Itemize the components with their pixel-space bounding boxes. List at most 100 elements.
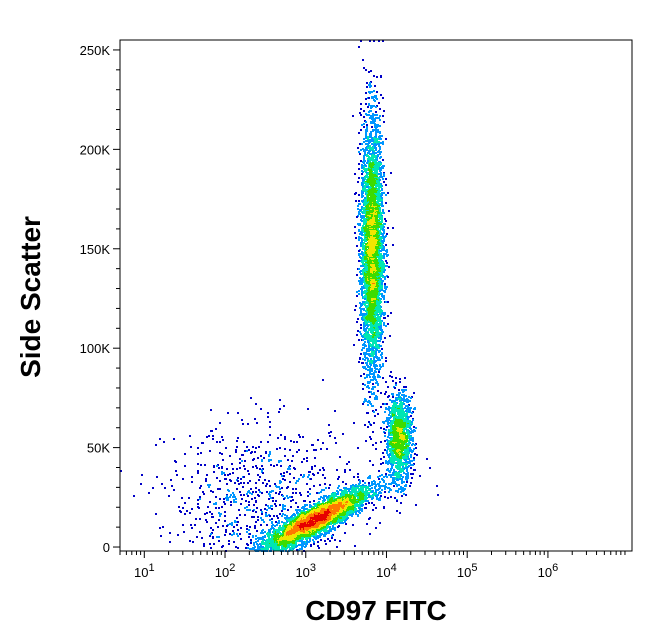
event-dot [376, 91, 378, 93]
event-dot [235, 501, 237, 503]
event-dot [291, 460, 293, 462]
event-dot [141, 474, 143, 476]
event-dot [385, 473, 387, 475]
event-dot [356, 334, 358, 336]
event-dot [383, 456, 385, 458]
event-dot [383, 422, 385, 424]
event-dot [358, 46, 360, 48]
event-dot [374, 114, 376, 116]
event-dot [197, 503, 199, 505]
event-dot [410, 407, 412, 409]
event-dot [377, 476, 379, 478]
event-dot [217, 488, 219, 490]
event-dot [407, 401, 409, 403]
event-dot [385, 486, 387, 488]
event-dot [411, 421, 413, 423]
event-dot [361, 177, 363, 179]
event-dot [243, 465, 245, 467]
event-dot [191, 481, 193, 483]
event-dot [318, 492, 320, 494]
event-dot [362, 148, 364, 150]
event-dot [206, 474, 208, 476]
event-dot [229, 455, 231, 457]
event-dot [287, 468, 289, 470]
event-dot [378, 117, 380, 119]
event-dot [307, 476, 309, 478]
event-dot [365, 98, 367, 100]
event-dot [360, 333, 362, 335]
event-dot [359, 358, 361, 360]
event-dot [410, 432, 412, 434]
event-dot [244, 460, 246, 462]
event-dot [372, 120, 374, 122]
event-dot [309, 488, 311, 490]
event-dot [387, 276, 389, 278]
event-dot [357, 476, 359, 478]
event-dot [379, 290, 381, 292]
event-dot [298, 449, 300, 451]
event-dot [247, 482, 249, 484]
event-dot [376, 368, 378, 370]
event-dot [252, 446, 254, 448]
event-dot [379, 193, 381, 195]
event-dot [246, 506, 248, 508]
event-dot [372, 97, 374, 99]
event-dot [401, 410, 403, 412]
event-dot [345, 487, 347, 489]
event-dot [368, 482, 370, 484]
event-dot [386, 469, 388, 471]
event-dot [265, 504, 267, 506]
event-dot [367, 106, 369, 108]
event-dot [367, 358, 369, 360]
event-dot [240, 503, 242, 505]
event-dot [360, 243, 362, 245]
event-dot [403, 395, 405, 397]
event-dot [269, 495, 271, 497]
event-dot [373, 137, 375, 139]
event-dot [288, 466, 290, 468]
event-dot [240, 494, 242, 496]
event-dot [402, 470, 404, 472]
event-dot [409, 485, 411, 487]
event-dot [229, 496, 231, 498]
event-dot [383, 226, 385, 228]
event-dot [298, 434, 300, 436]
event-dot [393, 482, 395, 484]
event-dot [384, 435, 386, 437]
event-dot [363, 292, 365, 294]
event-dot [377, 359, 379, 361]
event-dot [382, 276, 384, 278]
event-dot [372, 348, 374, 350]
event-dot [363, 215, 365, 217]
event-dot [383, 271, 385, 273]
event-dot [385, 381, 387, 383]
event-dot [436, 485, 438, 487]
event-dot [362, 319, 364, 321]
event-dot [244, 450, 246, 452]
event-dot [276, 486, 278, 488]
event-dot [373, 75, 375, 77]
event-dot [331, 493, 333, 495]
event-dot [383, 246, 385, 248]
event-dot [374, 386, 376, 388]
event-dot [346, 463, 348, 465]
event-dot [211, 430, 213, 432]
event-dot [236, 468, 238, 470]
event-dot [374, 398, 376, 400]
event-dot [377, 311, 379, 313]
event-dot [361, 143, 363, 145]
event-dot [295, 502, 297, 504]
event-dot [382, 452, 384, 454]
event-dot [426, 458, 428, 460]
event-dot [387, 192, 389, 194]
event-dot [289, 496, 291, 498]
event-dot [369, 92, 371, 94]
event-dot [361, 283, 363, 285]
event-dot [368, 387, 370, 389]
event-dot [337, 487, 339, 489]
event-dot [380, 354, 382, 356]
event-dot [360, 245, 362, 247]
event-dot [325, 487, 327, 489]
event-dot [381, 313, 383, 315]
event-dot [406, 481, 408, 483]
